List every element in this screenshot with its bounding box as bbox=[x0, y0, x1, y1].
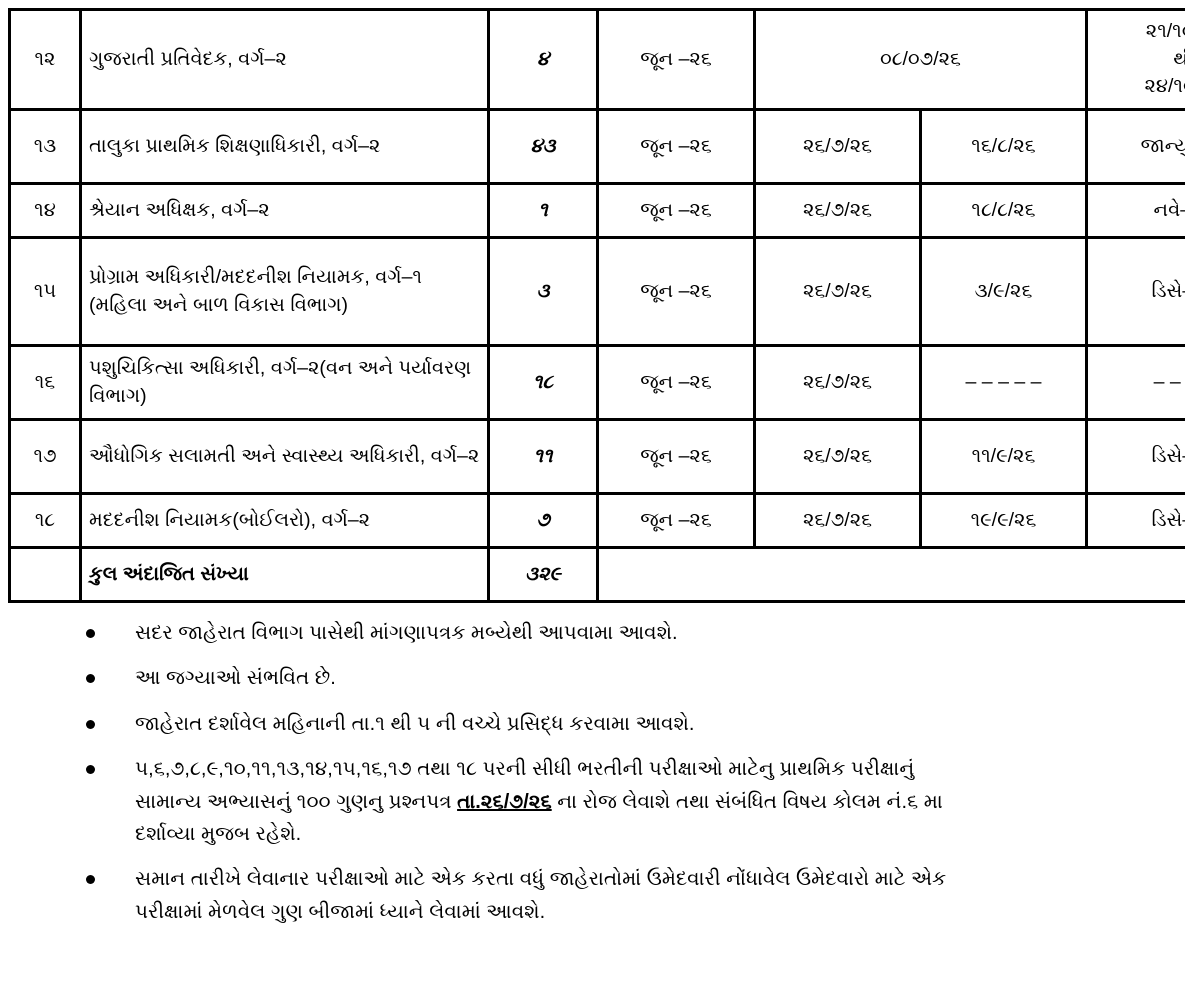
cell-main-exam-date: ડિસે–૨૬ bbox=[1087, 494, 1185, 548]
note-text-line-1: સમાન તારીખે લેવાનાર પરીક્ષાઓ માટે એક કરત… bbox=[135, 863, 1185, 895]
cell-month: જૂન –૨૬ bbox=[598, 238, 755, 346]
cell-main-exam-date: ડિસે–૨૬ bbox=[1087, 420, 1185, 494]
table-total-row: કુલ અંદાજિત સંખ્યા ૩૨૯ bbox=[10, 548, 1185, 602]
cell-post-name: મદદનીશ નિયામક(બોઈલરો), વર્ગ–૨ bbox=[81, 494, 489, 548]
cell-month: જૂન –૨૬ bbox=[598, 110, 755, 184]
table-row: ૧૪ શ્રેયાન અધિક્ષક, વર્ગ–૨ ૧ જૂન –૨૬ ૨૬/… bbox=[10, 184, 1185, 238]
table-row: ૧૭ ઔધોગિક સલામતી અને સ્વાસ્થ્ય અધિકારી, … bbox=[10, 420, 1185, 494]
table-row: ૧૫ પ્રોગ્રામ અધિકારી/મદદનીશ નિયામક, વર્ગ… bbox=[10, 238, 1185, 346]
note-text-before-date: સામાન્ય અભ્યાસનું ૧૦૦ ગુણનુ પ્રશ્નપત્ર bbox=[135, 791, 457, 813]
cell-month: જૂન –૨૬ bbox=[598, 420, 755, 494]
cell-advertisement-date: ૨૬/૭/૨૬ bbox=[755, 238, 921, 346]
cell-sr-no: ૧૨ bbox=[10, 10, 81, 110]
cell-quantity: ૧ bbox=[489, 184, 598, 238]
cell-advertisement-date: ૨૬/૭/૨૬ bbox=[755, 110, 921, 184]
cell-main-exam-date: નવે–૨૬ bbox=[1087, 184, 1185, 238]
cell-exam-date-range: ૨૧/૧૦/૨૬ થી ૨૪/૧૦/૨૬ bbox=[1087, 10, 1185, 110]
cell-main-exam-date: જાન્યુ–૨૭ bbox=[1087, 110, 1185, 184]
cell-month: જૂન –૨૬ bbox=[598, 184, 755, 238]
cell-total-sr-no bbox=[10, 548, 81, 602]
note-text-line-2: સામાન્ય અભ્યાસનું ૧૦૦ ગુણનુ પ્રશ્નપત્ર ત… bbox=[135, 786, 1185, 818]
exam-date-start: ૨૧/૧૦/૨૬ bbox=[1095, 18, 1185, 46]
cell-sr-no: ૧૬ bbox=[10, 346, 81, 420]
cell-sr-no: ૧૮ bbox=[10, 494, 81, 548]
note-text-after-date: ના રોજ લેવાશે તથા સંબંધિત વિષય કોલમ નં.૬… bbox=[552, 791, 943, 813]
cell-post-name: પશુચિકિત્સા અધિકારી, વર્ગ–૨(વન અને પર્યા… bbox=[81, 346, 489, 420]
cell-advertisement-date: ૨૬/૭/૨૬ bbox=[755, 420, 921, 494]
list-item: જાહેરાત દર્શાવેલ મહિનાની તા.૧ થી ૫ ની વચ… bbox=[0, 708, 1185, 740]
exam-date-separator: થી bbox=[1095, 46, 1185, 74]
cell-prelim-exam-date: ૧૧/૯/૨૬ bbox=[921, 420, 1087, 494]
table-row: ૧૨ ગુજરાતી પ્રતિવેદક, વર્ગ–૨ ૪ જૂન –૨૬ ૦… bbox=[10, 10, 1185, 110]
cell-sr-no: ૧૩ bbox=[10, 110, 81, 184]
exam-date-end: ૨૪/૧૦/૨૬ bbox=[1095, 73, 1185, 101]
note-text-line-3: દર્શાવ્યા મુજબ રહેશે. bbox=[135, 818, 1185, 850]
cell-month: જૂન –૨૬ bbox=[598, 10, 755, 110]
cell-advertisement-date: ૨૬/૭/૨૬ bbox=[755, 494, 921, 548]
list-item: સદર જાહેરાત વિભાગ પાસેથી માંગણાપત્રક મબ્… bbox=[0, 617, 1185, 649]
cell-prelim-exam-date: ૧૯/૯/૨૬ bbox=[921, 494, 1087, 548]
cell-prelim-exam-date: ૩/૯/૨૬ bbox=[921, 238, 1087, 346]
table-row: ૧૩ તાલુકા પ્રાથમિક શિક્ષણાધિકારી, વર્ગ–૨… bbox=[10, 110, 1185, 184]
cell-sr-no: ૧૫ bbox=[10, 238, 81, 346]
note-text: આ જગ્યાઓ સંભવિત છે. bbox=[135, 662, 1185, 694]
cell-post-name: પ્રોગ્રામ અધિકારી/મદદનીશ નિયામક, વર્ગ–૧ … bbox=[81, 238, 489, 346]
cell-post-name: તાલુકા પ્રાથમિક શિક્ષણાધિકારી, વર્ગ–૨ bbox=[81, 110, 489, 184]
notes-list: સદર જાહેરાત વિભાગ પાસેથી માંગણાપત્રક મબ્… bbox=[0, 617, 1185, 928]
note-text: સદર જાહેરાત વિભાગ પાસેથી માંગણાપત્રક મબ્… bbox=[135, 617, 1185, 649]
note-text: જાહેરાત દર્શાવેલ મહિનાની તા.૧ થી ૫ ની વચ… bbox=[135, 708, 1185, 740]
cell-quantity: ૪૩ bbox=[489, 110, 598, 184]
document-page: ૧૨ ગુજરાતી પ્રતિવેદક, વર્ગ–૨ ૪ જૂન –૨૬ ૦… bbox=[0, 8, 1185, 988]
cell-month: જૂન –૨૬ bbox=[598, 494, 755, 548]
cell-main-exam-date: ડિસે–૨૬ bbox=[1087, 238, 1185, 346]
cell-total-empty bbox=[598, 548, 1185, 602]
cell-month: જૂન –૨૬ bbox=[598, 346, 755, 420]
cell-post-name: ગુજરાતી પ્રતિવેદક, વર્ગ–૨ bbox=[81, 10, 489, 110]
cell-advertisement-date: ૨૬/૭/૨૬ bbox=[755, 346, 921, 420]
cell-post-name: શ્રેયાન અધિક્ષક, વર્ગ–૨ bbox=[81, 184, 489, 238]
table-row: ૧૮ મદદનીશ નિયામક(બોઈલરો), વર્ગ–૨ ૭ જૂન –… bbox=[10, 494, 1185, 548]
note-text-line-2: પરીક્ષામાં મેળવેલ ગુણ બીજામાં ધ્યાને લેવ… bbox=[135, 896, 1185, 928]
note-text-line-1: ૫,૬,૭,૮,૯,૧૦,૧૧,૧૩,૧૪,૧૫,૧૬,૧૭ તથા ૧૮ પર… bbox=[135, 753, 1185, 785]
cell-post-name: ઔધોગિક સલામતી અને સ્વાસ્થ્ય અધિકારી, વર્… bbox=[81, 420, 489, 494]
cell-merged-date: ૦૮/૦૭/૨૬ bbox=[755, 10, 1087, 110]
list-item: ૫,૬,૭,૮,૯,૧૦,૧૧,૧૩,૧૪,૧૫,૧૬,૧૭ તથા ૧૮ પર… bbox=[0, 753, 1185, 850]
table-row: ૧૬ પશુચિકિત્સા અધિકારી, વર્ગ–૨(વન અને પર… bbox=[10, 346, 1185, 420]
recruitment-table: ૧૨ ગુજરાતી પ્રતિવેદક, વર્ગ–૨ ૪ જૂન –૨૬ ૦… bbox=[8, 8, 1185, 603]
list-item: આ જગ્યાઓ સંભવિત છે. bbox=[0, 662, 1185, 694]
cell-prelim-exam-date: – – – – – bbox=[921, 346, 1087, 420]
cell-total-label: કુલ અંદાજિત સંખ્યા bbox=[81, 548, 489, 602]
cell-total-quantity: ૩૨૯ bbox=[489, 548, 598, 602]
cell-quantity: ૧૮ bbox=[489, 346, 598, 420]
list-item: સમાન તારીખે લેવાનાર પરીક્ષાઓ માટે એક કરત… bbox=[0, 863, 1185, 928]
cell-main-exam-date: – – – – bbox=[1087, 346, 1185, 420]
cell-quantity: ૧૧ bbox=[489, 420, 598, 494]
cell-advertisement-date: ૨૬/૭/૨૬ bbox=[755, 184, 921, 238]
cell-quantity: ૭ bbox=[489, 494, 598, 548]
cell-sr-no: ૧૭ bbox=[10, 420, 81, 494]
highlighted-exam-date: તા.૨૬/૭/૨૬ bbox=[457, 791, 552, 813]
cell-quantity: ૪ bbox=[489, 10, 598, 110]
cell-prelim-exam-date: ૧૮/૮/૨૬ bbox=[921, 184, 1087, 238]
cell-sr-no: ૧૪ bbox=[10, 184, 81, 238]
cell-prelim-exam-date: ૧૬/૮/૨૬ bbox=[921, 110, 1087, 184]
table-body: ૧૨ ગુજરાતી પ્રતિવેદક, વર્ગ–૨ ૪ જૂન –૨૬ ૦… bbox=[10, 10, 1185, 602]
cell-quantity: ૩ bbox=[489, 238, 598, 346]
